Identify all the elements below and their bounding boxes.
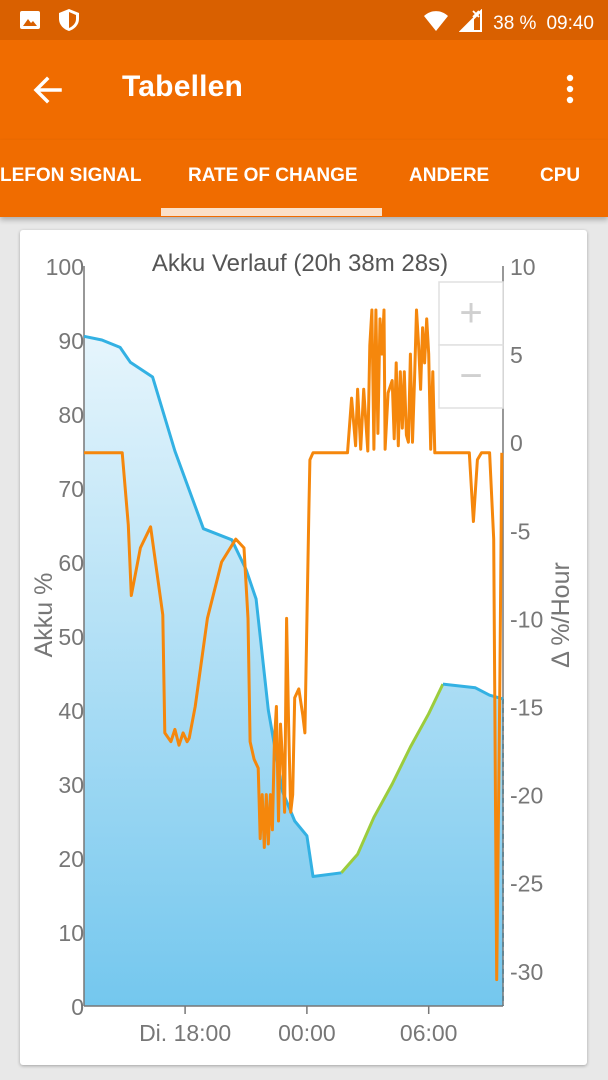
tab-cpu[interactable]: CPU [540, 165, 581, 186]
battery-level: 38 % [493, 13, 537, 34]
tab-rate-of-change[interactable]: RATE OF CHANGE [188, 165, 358, 186]
y2-tick-label: 10 [510, 254, 536, 280]
battery-line-discharging-2 [442, 682, 504, 701]
y-tick-label: 90 [58, 328, 84, 354]
tab-andere[interactable]: ANDERE [409, 165, 490, 186]
y-tick-label: 20 [58, 846, 84, 872]
zoom-out-label: − [459, 354, 482, 398]
tab-telefon-signal[interactable]: LEFON SIGNAL [0, 165, 142, 186]
y-tick-label: 10 [58, 920, 84, 946]
image-icon [18, 8, 42, 37]
status-bar: 38 % 09:40 [0, 0, 608, 40]
arrow-left-icon[interactable] [30, 72, 66, 108]
y2-tick-label: 5 [510, 342, 523, 368]
zoom-out-button[interactable] [438, 344, 504, 409]
zoom-in-label: + [459, 291, 482, 335]
y2-tick-label: 0 [510, 430, 523, 456]
y2-tick-label: -5 [510, 518, 530, 544]
y-tick-label: 60 [58, 550, 84, 576]
y-tick-label: 80 [58, 402, 84, 428]
zoom-controls: + − [438, 281, 504, 409]
y2-axis-label: Δ %/Hour [547, 562, 575, 668]
x-tick-label: 06:00 [400, 1020, 458, 1046]
chart-card: Akku Verlauf (20h 38m 28s) 0 10 20 30 40 50 60 7… [20, 230, 587, 1065]
page-title: Tabellen [122, 70, 244, 103]
rate-of-change-line [84, 308, 504, 982]
y-tick-label: 50 [58, 624, 84, 650]
y-tick-label: 100 [46, 254, 84, 280]
zoom-in-button[interactable] [438, 281, 504, 346]
y2-tick-label: -25 [510, 871, 543, 897]
y2-tick-label: -10 [510, 606, 543, 632]
y-axis-label: Akku % [30, 573, 58, 658]
y-tick-label: 0 [71, 994, 84, 1020]
clock: 09:40 [546, 13, 594, 34]
wifi-icon [423, 10, 449, 38]
battery-area [84, 336, 503, 1006]
y2-tick-label: -30 [510, 959, 543, 985]
app-bar: Tabellen [0, 40, 608, 140]
tab-bar: LEFON SIGNAL RATE OF CHANGE ANDERE CPU [0, 140, 608, 217]
battery-line-discharging-0 [83, 334, 342, 878]
y-tick-label: 70 [58, 476, 84, 502]
x-tick-label: Di. 18:00 [139, 1020, 231, 1046]
battery-chart[interactable]: Akku Verlauf (20h 38m 28s)01020304050607… [20, 230, 587, 1065]
battery-line-charging-1 [340, 683, 445, 874]
y-tick-label: 40 [58, 698, 84, 724]
x-tick-label: 00:00 [278, 1020, 336, 1046]
y2-tick-label: -20 [510, 783, 543, 809]
y-tick-label: 30 [58, 772, 84, 798]
chart-title: Akku Verlauf (20h 38m 28s) [152, 250, 448, 277]
y2-tick-label: -15 [510, 694, 543, 720]
signal-icon [458, 8, 483, 39]
tab-indicator [161, 208, 382, 216]
shield-icon [58, 8, 80, 37]
more-vertical-icon[interactable] [558, 70, 582, 110]
